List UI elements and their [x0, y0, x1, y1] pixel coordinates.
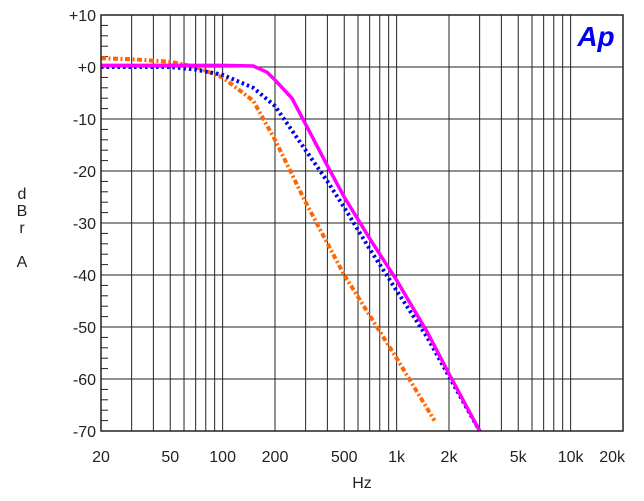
- plot-frame: [100, 14, 624, 432]
- y-tick-label: -70: [73, 424, 96, 441]
- series-group: [100, 56, 482, 432]
- y-axis-label-char: B: [17, 203, 28, 220]
- x-tick-label: 200: [262, 449, 289, 466]
- series-line-blue: [101, 65, 482, 432]
- y-tick-label: +0: [78, 60, 96, 77]
- y-tick-label: -10: [73, 112, 96, 129]
- x-tick-label: 2k: [441, 449, 459, 466]
- x-tick-label: 1k: [388, 449, 406, 466]
- series-line-orange: [100, 56, 437, 422]
- x-tick-label: 10k: [558, 449, 585, 466]
- ap-logo: Ap: [576, 21, 614, 52]
- y-tick-label: -20: [73, 164, 96, 181]
- y-axis-label-char: d: [18, 186, 27, 203]
- x-tick-label: 100: [209, 449, 236, 466]
- x-tick-label: 50: [161, 449, 179, 466]
- y-axis-label-char: A: [17, 254, 28, 271]
- x-tick-label: 5k: [510, 449, 528, 466]
- x-tick-labels: 20 50 100 200 500 1k 2k 5k 10k 20k: [92, 449, 626, 466]
- y-axis-label-char: r: [19, 220, 25, 237]
- y-tick-label: -50: [73, 320, 96, 337]
- series-line-magenta: [101, 63, 482, 432]
- y-tick-label: -60: [73, 372, 96, 389]
- y-tick-label: -30: [73, 216, 96, 233]
- x-tick-label: 20k: [599, 449, 626, 466]
- y-tick-labels: +10 +0 -10 -20 -30 -40 -50 -60 -70: [69, 8, 96, 441]
- y-tick-label: +10: [69, 8, 96, 25]
- x-axis-label: Hz: [352, 475, 372, 492]
- x-tick-label: 500: [331, 449, 358, 466]
- x-tick-label: 20: [92, 449, 110, 466]
- y-tick-label: -40: [73, 268, 96, 285]
- plot-border: [100, 14, 624, 432]
